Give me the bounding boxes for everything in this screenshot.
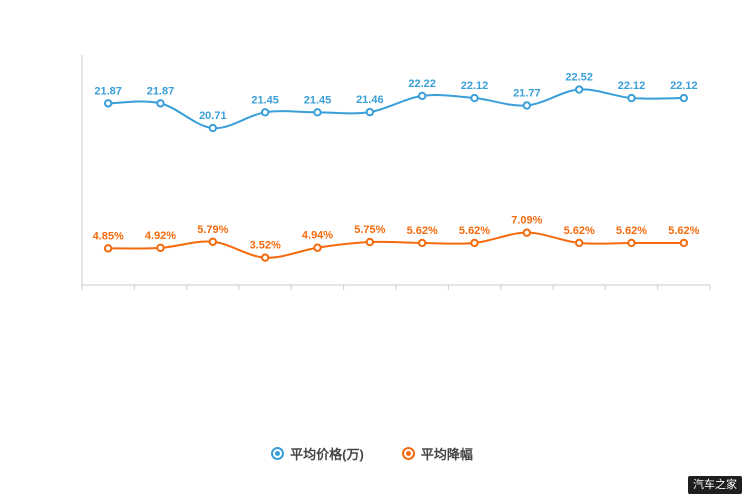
data-label: 5.62% <box>616 225 647 237</box>
data-point[interactable] <box>627 238 636 248</box>
data-label: 22.12 <box>618 80 646 92</box>
orange-series-legend-icon <box>401 447 415 460</box>
blue-series-legend-icon <box>271 447 285 460</box>
data-label: 22.22 <box>408 78 436 90</box>
chart-legend: 平均价格(万) 平均降幅 <box>0 444 744 463</box>
data-label: 21.87 <box>147 85 175 97</box>
data-point[interactable] <box>260 108 270 117</box>
data-point[interactable] <box>208 237 218 246</box>
data-point[interactable] <box>470 93 479 103</box>
legend-item-average-discount[interactable]: 平均降幅 <box>401 444 473 463</box>
data-point[interactable] <box>365 237 375 247</box>
data-point[interactable] <box>574 85 584 94</box>
data-label: 3.52% <box>250 240 281 252</box>
data-point[interactable] <box>574 238 584 248</box>
data-label: 4.94% <box>302 230 333 242</box>
data-point[interactable] <box>313 243 322 252</box>
data-point[interactable] <box>470 238 479 248</box>
data-label: 21.45 <box>304 94 332 106</box>
data-point[interactable] <box>522 228 532 237</box>
data-point[interactable] <box>627 93 636 103</box>
data-point[interactable] <box>156 99 165 108</box>
autohome-watermark: 汽车之家 <box>688 476 742 494</box>
data-label: 20.71 <box>199 110 227 122</box>
data-label: 21.77 <box>513 87 541 99</box>
legend-label: 平均价格(万) <box>290 447 364 462</box>
data-point[interactable] <box>313 108 322 117</box>
data-label: 5.62% <box>668 225 699 237</box>
data-label: 7.09% <box>511 215 542 227</box>
data-label: 21.45 <box>251 94 279 106</box>
data-point[interactable] <box>260 253 270 262</box>
data-label: 5.62% <box>407 225 438 237</box>
legend-item-average-price[interactable]: 平均价格(万) <box>271 444 364 463</box>
data-label: 5.62% <box>459 225 490 237</box>
data-label: 22.12 <box>670 80 698 92</box>
data-point[interactable] <box>103 244 113 253</box>
data-label: 4.85% <box>93 230 124 242</box>
average-discount-line <box>108 231 684 259</box>
data-label: 5.62% <box>564 225 595 237</box>
average-price-line <box>108 88 684 130</box>
data-point[interactable] <box>679 238 689 248</box>
data-label: 4.92% <box>145 230 176 242</box>
data-point[interactable] <box>679 93 689 103</box>
data-label: 21.46 <box>356 94 384 106</box>
data-point[interactable] <box>103 99 113 108</box>
data-label: 22.52 <box>565 72 593 84</box>
data-point[interactable] <box>365 107 375 117</box>
data-point[interactable] <box>156 243 165 253</box>
data-label: 22.12 <box>461 80 489 92</box>
legend-label: 平均降幅 <box>420 447 473 462</box>
data-point[interactable] <box>522 101 532 110</box>
data-point[interactable] <box>417 91 427 101</box>
data-point[interactable] <box>208 123 218 133</box>
data-point[interactable] <box>417 238 427 248</box>
data-label: 5.75% <box>354 224 385 236</box>
data-label: 5.79% <box>197 224 228 236</box>
data-label: 21.87 <box>94 85 122 97</box>
